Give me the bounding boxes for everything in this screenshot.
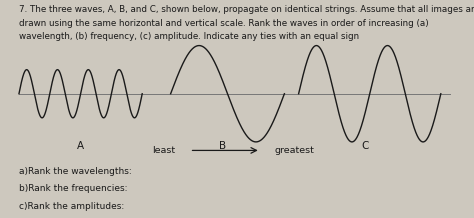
Text: C: C xyxy=(361,141,369,151)
Text: c)Rank the amplitudes:: c)Rank the amplitudes: xyxy=(19,201,124,211)
Text: drawn using the same horizontal and vertical scale. Rank the waves in order of i: drawn using the same horizontal and vert… xyxy=(19,19,428,27)
Text: greatest: greatest xyxy=(275,146,315,155)
Text: wavelength, (b) frequency, (c) amplitude. Indicate any ties with an equal sign: wavelength, (b) frequency, (c) amplitude… xyxy=(19,32,359,41)
Text: A: A xyxy=(77,141,84,151)
Text: 7. The three waves, A, B, and C, shown below, propagate on identical strings. As: 7. The three waves, A, B, and C, shown b… xyxy=(19,5,474,14)
Text: B: B xyxy=(219,141,227,151)
Text: least: least xyxy=(152,146,175,155)
Text: a)Rank the wavelengths:: a)Rank the wavelengths: xyxy=(19,167,132,176)
Text: b)Rank the frequencies:: b)Rank the frequencies: xyxy=(19,184,128,193)
